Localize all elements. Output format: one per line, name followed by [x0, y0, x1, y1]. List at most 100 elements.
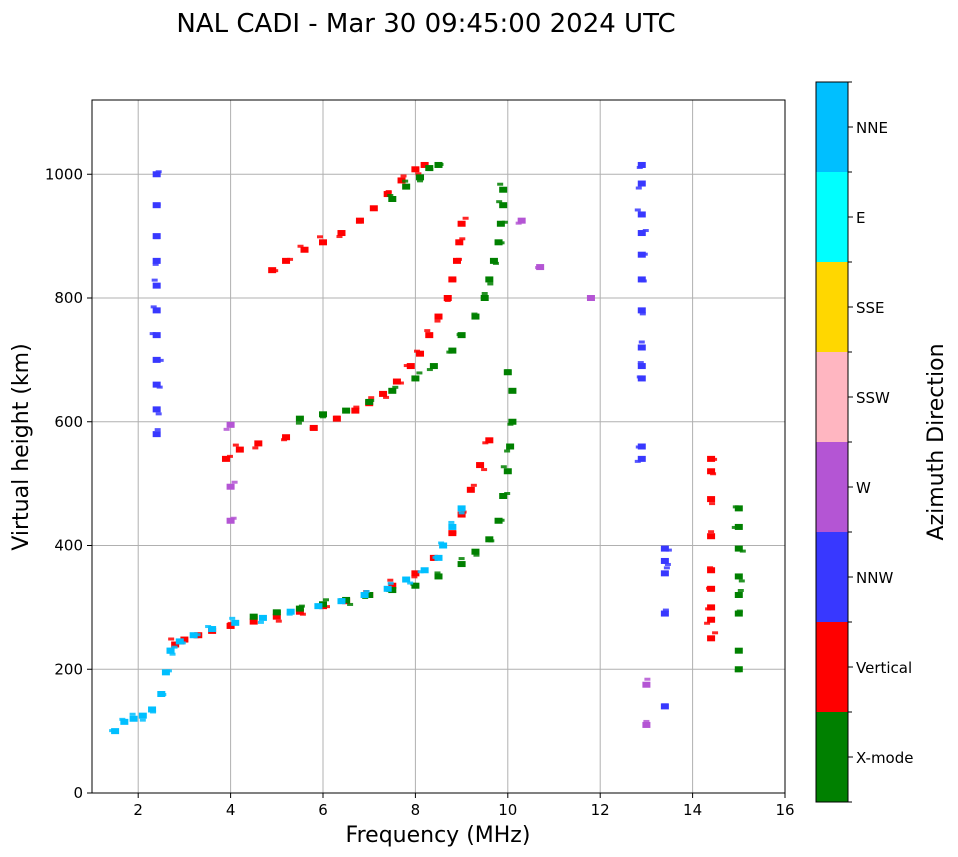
echo-point [416, 350, 425, 357]
echo-point [152, 356, 161, 363]
echo-point [455, 239, 464, 246]
echo-point [226, 622, 235, 629]
echo-fragment [272, 269, 279, 273]
echo-fragment [634, 208, 641, 212]
echo-point [388, 582, 397, 589]
echo-fragment [154, 428, 161, 432]
echo-fragment [704, 621, 711, 625]
echo-point [295, 415, 304, 422]
echo-point [508, 418, 517, 425]
colorbar-swatch [816, 172, 848, 262]
echo-point [707, 533, 716, 540]
colorbar-label-sse: SSE [856, 299, 885, 317]
echo-point [258, 614, 267, 621]
echo-fragment [370, 206, 377, 210]
echo-point [411, 166, 420, 173]
x-tick-label: 16 [775, 801, 794, 819]
echo-fragment [462, 216, 469, 220]
echo-point [476, 462, 485, 469]
echo-point [637, 230, 646, 237]
echo-fragment [635, 186, 642, 190]
echo-trace [149, 170, 164, 438]
echo-fragment [150, 305, 157, 309]
grid-lines [92, 100, 786, 794]
chart-title: NAL CADI - Mar 30 09:45:00 2024 UTC [176, 9, 675, 39]
echo-point [637, 363, 646, 370]
echo-point [180, 636, 189, 643]
echo-point [637, 161, 646, 168]
colorbar-swatch [816, 712, 848, 802]
echo-point [152, 257, 161, 264]
echo-fragment [169, 652, 176, 656]
echo-fragment [410, 582, 417, 586]
colorbar-swatch [816, 532, 848, 622]
echo-point [152, 307, 161, 314]
colorbar-label-ssw: SSW [856, 389, 890, 407]
echo-point [734, 610, 743, 617]
echo-point [448, 523, 457, 530]
echo-point [429, 363, 438, 370]
echo-point [734, 523, 743, 530]
echo-fragment [504, 449, 511, 453]
echo-point [480, 295, 489, 301]
echo-point [660, 610, 669, 617]
echo-point [300, 246, 309, 253]
echo-fragment [641, 252, 648, 256]
echo-point [411, 570, 420, 577]
y-axis-label: Virtual height (km) [9, 343, 34, 550]
echo-point [443, 295, 452, 301]
echo-fragment [500, 465, 507, 469]
echo-fragment [333, 415, 340, 419]
echo-fragment [736, 609, 743, 613]
echo-fragment [438, 541, 445, 545]
echo-point [295, 608, 304, 615]
echo-fragment [643, 719, 650, 723]
echo-fragment [481, 292, 488, 295]
echo-fragment [432, 555, 439, 559]
echo-fragment [434, 571, 441, 575]
echo-fragment [416, 371, 423, 375]
echo-fragment [155, 170, 162, 174]
echo-point [517, 217, 526, 224]
echo-fragment [320, 415, 326, 419]
echo-point [434, 573, 443, 580]
echo-trace [109, 645, 178, 735]
echo-point [637, 455, 646, 462]
echo-fragment [707, 566, 714, 570]
echo-fragment [737, 589, 744, 592]
echo-fragment [637, 361, 644, 365]
echo-point [226, 483, 235, 490]
echo-point [660, 557, 669, 564]
echo-point [388, 387, 397, 394]
echo-fragment [504, 369, 511, 373]
echo-point [249, 618, 258, 625]
echo-fragment [363, 590, 370, 593]
echo-point [254, 440, 263, 447]
echo-trace [268, 161, 432, 274]
echo-point [503, 468, 512, 475]
x-tick-label: 4 [226, 801, 236, 819]
echo-fragment [444, 299, 451, 302]
echo-point [319, 601, 327, 608]
echo-point [226, 517, 235, 524]
echo-point [282, 257, 291, 264]
y-tick-label: 1000 [45, 165, 83, 183]
echo-point [660, 545, 669, 552]
echo-point [152, 332, 161, 339]
echo-point [642, 681, 651, 688]
echo-point [295, 605, 304, 612]
echo-fragment [458, 557, 465, 561]
echo-fragment [154, 203, 161, 207]
echo-fragment [231, 480, 238, 484]
echo-point [286, 608, 295, 615]
echo-point [499, 493, 508, 499]
echo-point [360, 592, 369, 598]
echo-fragment [297, 244, 304, 248]
echo-fragment [323, 598, 329, 602]
echo-point [337, 230, 346, 237]
colorbar-frame [815, 81, 849, 803]
echo-fragment [355, 220, 362, 224]
echo-fragment [635, 445, 642, 449]
echo-point [402, 183, 411, 190]
